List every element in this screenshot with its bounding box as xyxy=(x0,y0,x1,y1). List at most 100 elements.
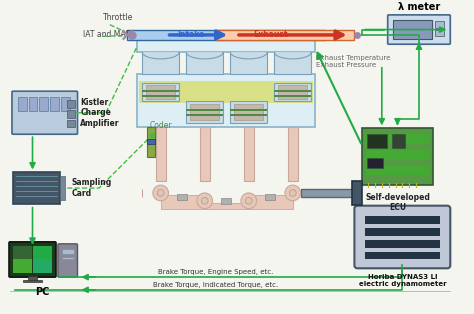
Bar xyxy=(62,257,73,259)
Bar xyxy=(274,90,311,92)
Bar xyxy=(230,101,267,122)
Wedge shape xyxy=(143,52,178,70)
Bar xyxy=(137,73,315,127)
Wedge shape xyxy=(187,52,222,70)
Bar xyxy=(39,97,48,111)
Bar xyxy=(392,20,432,39)
Text: Sampling
Card: Sampling Card xyxy=(72,178,112,198)
FancyBboxPatch shape xyxy=(12,91,78,134)
Bar xyxy=(177,194,187,200)
Bar xyxy=(230,109,267,111)
Bar xyxy=(18,97,27,111)
Bar xyxy=(365,216,439,224)
Bar xyxy=(142,52,179,73)
Bar xyxy=(67,110,74,118)
Circle shape xyxy=(201,198,208,204)
Bar xyxy=(230,52,267,73)
Bar xyxy=(13,172,60,204)
Bar xyxy=(435,21,445,28)
Bar xyxy=(278,85,308,99)
Bar xyxy=(249,195,293,208)
Bar xyxy=(62,249,73,254)
Bar xyxy=(200,127,210,181)
Bar xyxy=(67,120,74,127)
Circle shape xyxy=(197,193,212,208)
Bar xyxy=(265,194,275,200)
Bar xyxy=(365,252,439,259)
Bar xyxy=(274,84,311,101)
Bar xyxy=(362,128,433,185)
Wedge shape xyxy=(275,52,310,70)
Bar xyxy=(392,134,405,148)
Bar xyxy=(156,127,165,181)
Text: Throttle: Throttle xyxy=(103,13,133,22)
Bar xyxy=(146,85,175,99)
Text: Coder: Coder xyxy=(150,121,173,130)
Bar xyxy=(142,90,179,92)
Bar xyxy=(366,165,429,175)
Bar xyxy=(142,95,179,97)
Circle shape xyxy=(246,198,252,204)
Bar xyxy=(128,30,325,40)
Text: Exhaust: Exhaust xyxy=(253,30,288,40)
Circle shape xyxy=(157,190,164,196)
Bar xyxy=(205,203,249,208)
Circle shape xyxy=(285,185,301,201)
FancyBboxPatch shape xyxy=(58,244,78,277)
Text: PC: PC xyxy=(35,287,49,297)
Bar xyxy=(244,127,254,181)
Bar xyxy=(288,127,298,181)
Circle shape xyxy=(153,185,169,201)
Bar xyxy=(435,30,445,36)
Bar xyxy=(353,181,362,205)
FancyBboxPatch shape xyxy=(9,242,56,277)
Bar xyxy=(28,97,37,111)
Bar xyxy=(13,259,32,273)
Bar xyxy=(221,198,231,204)
Bar xyxy=(230,114,267,116)
Bar xyxy=(365,228,439,236)
Bar xyxy=(33,259,52,273)
Bar xyxy=(186,114,223,116)
Bar xyxy=(190,104,219,120)
Wedge shape xyxy=(231,52,266,70)
Bar xyxy=(186,101,223,122)
Bar xyxy=(147,127,155,157)
Bar xyxy=(301,189,360,197)
Bar xyxy=(33,246,52,258)
Bar xyxy=(274,52,311,73)
Bar xyxy=(27,276,37,280)
Text: Horiba DYNAS3 LI
electric dynamometer: Horiba DYNAS3 LI electric dynamometer xyxy=(358,274,446,287)
Bar xyxy=(366,134,429,144)
Bar xyxy=(147,139,155,144)
FancyBboxPatch shape xyxy=(388,15,450,44)
FancyBboxPatch shape xyxy=(355,206,450,268)
Bar xyxy=(13,246,32,258)
Bar xyxy=(61,97,70,111)
Text: IAT and MAP: IAT and MAP xyxy=(83,30,131,39)
Bar xyxy=(137,40,315,52)
Bar xyxy=(367,134,387,148)
Bar xyxy=(161,195,205,208)
Bar xyxy=(67,100,74,108)
Bar xyxy=(186,109,223,111)
Bar xyxy=(142,84,179,101)
Circle shape xyxy=(289,190,296,196)
Bar xyxy=(274,95,311,97)
Text: Self-developed
ECU: Self-developed ECU xyxy=(365,193,430,212)
Bar xyxy=(367,158,383,167)
Text: Brake Torque, Engine Speed, etc.: Brake Torque, Engine Speed, etc. xyxy=(158,269,273,275)
Text: λ meter: λ meter xyxy=(398,2,440,12)
Bar xyxy=(23,280,42,282)
Text: Kistler
Charge
Amplifier: Kistler Charge Amplifier xyxy=(81,98,120,127)
Bar xyxy=(186,52,223,73)
Circle shape xyxy=(241,193,256,208)
Bar xyxy=(60,176,65,200)
Text: Exhaust Temperature
Exhaust Pressure: Exhaust Temperature Exhaust Pressure xyxy=(316,55,391,68)
Bar xyxy=(217,30,355,40)
Bar xyxy=(365,240,439,248)
Bar xyxy=(139,81,313,103)
Bar xyxy=(234,104,264,120)
Text: Intake: Intake xyxy=(177,30,205,40)
Bar xyxy=(366,150,429,160)
